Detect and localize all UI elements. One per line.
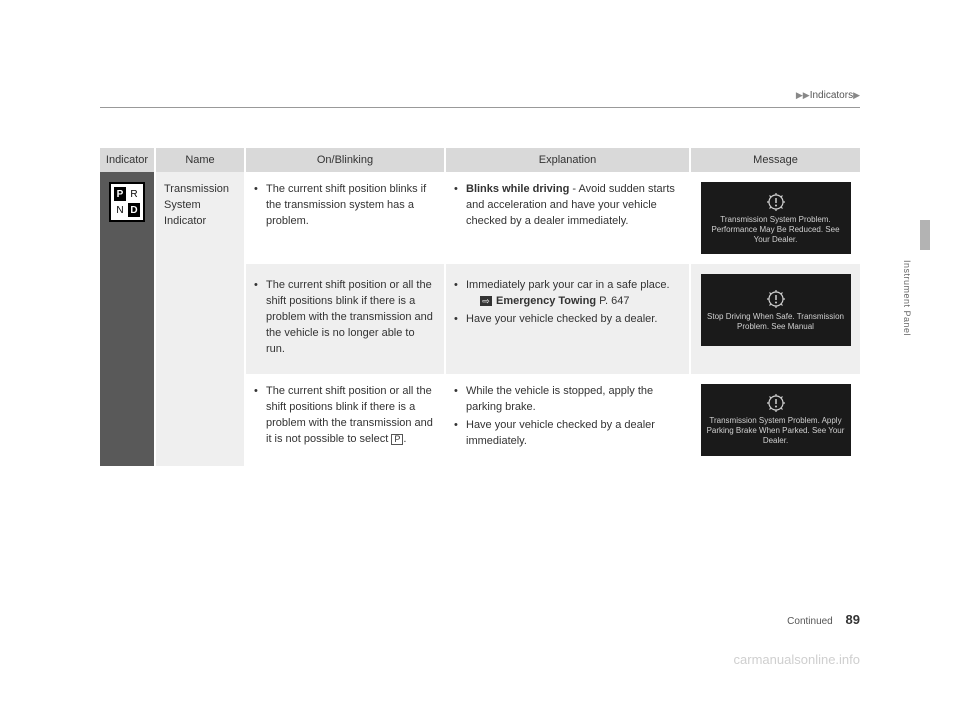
- gear-warning-icon: [766, 192, 786, 212]
- svg-text:P: P: [117, 189, 124, 200]
- message-cell: Stop Driving When Safe. Transmission Pro…: [690, 264, 860, 374]
- list-item: The current shift position or all the sh…: [254, 278, 436, 358]
- chevron-right-icon: ▶: [796, 90, 803, 100]
- indicator-icon-cell: P D R N: [100, 172, 155, 466]
- breadcrumb: ▶▶Indicators▶: [100, 90, 860, 108]
- list-item: Immediately park your car in a safe plac…: [454, 278, 681, 310]
- list-item: Have your vehicle checked by a dealer im…: [454, 418, 681, 450]
- reference-icon: ⇨: [480, 296, 492, 306]
- explanation-cell: Immediately park your car in a safe plac…: [445, 264, 690, 374]
- page-footer: Continued 89: [787, 612, 860, 627]
- text: The current shift position or all the sh…: [266, 385, 433, 445]
- svg-text:D: D: [130, 205, 137, 216]
- gear-warning-icon: [766, 289, 786, 309]
- message-cell: Transmission System Problem. Apply Parki…: [690, 374, 860, 466]
- col-onblinking: On/Blinking: [245, 148, 445, 172]
- page-content: ▶▶Indicators▶ Indicator Name On/Blinking…: [100, 90, 860, 466]
- onblinking-cell: The current shift position blinks if the…: [245, 172, 445, 264]
- reference-page: P. 647: [599, 295, 629, 307]
- list-item: The current shift position or all the sh…: [254, 384, 436, 448]
- col-indicator: Indicator: [100, 148, 155, 172]
- reference-title: Emergency Towing: [496, 295, 596, 307]
- table-row: P D R N Transmission System Indicator Th…: [100, 172, 860, 264]
- shift-position-icon: P D R N: [109, 182, 145, 222]
- chevron-right-icon: ▶: [803, 90, 810, 100]
- message-text: Stop Driving When Safe. Transmission Pro…: [705, 312, 847, 332]
- explanation-cell: Blinks while driving - Avoid sudden star…: [445, 172, 690, 264]
- continued-label: Continued: [787, 616, 833, 627]
- page-number: 89: [846, 612, 860, 627]
- watermark: carmanualsonline.info: [734, 652, 860, 667]
- explanation-cell: While the vehicle is stopped, apply the …: [445, 374, 690, 466]
- onblinking-cell: The current shift position or all the sh…: [245, 264, 445, 374]
- list-item: Have your vehicle checked by a dealer.: [454, 312, 681, 328]
- indicator-name-cell: Transmission System Indicator: [155, 172, 245, 466]
- message-card: Stop Driving When Safe. Transmission Pro…: [701, 274, 851, 346]
- message-card: Transmission System Problem. Apply Parki…: [701, 384, 851, 456]
- list-item: While the vehicle is stopped, apply the …: [454, 384, 681, 416]
- text: Immediately park your car in a safe plac…: [466, 279, 670, 291]
- svg-text:R: R: [130, 189, 137, 200]
- message-text: Transmission System Problem. Apply Parki…: [705, 416, 847, 446]
- bold-text: Blinks while driving: [466, 183, 569, 195]
- cross-reference: ⇨ Emergency Towing P. 647: [466, 294, 681, 310]
- shift-p-box: P: [391, 434, 403, 445]
- message-text: Transmission System Problem. Performance…: [705, 215, 847, 245]
- message-card: Transmission System Problem. Performance…: [701, 182, 851, 254]
- gear-warning-icon: [766, 393, 786, 413]
- thumb-tab: [920, 220, 930, 250]
- list-item: The current shift position blinks if the…: [254, 182, 436, 230]
- section-side-label: Instrument Panel: [902, 260, 912, 336]
- col-message: Message: [690, 148, 860, 172]
- message-cell: Transmission System Problem. Performance…: [690, 172, 860, 264]
- col-name: Name: [155, 148, 245, 172]
- col-explanation: Explanation: [445, 148, 690, 172]
- table-header-row: Indicator Name On/Blinking Explanation M…: [100, 148, 860, 172]
- list-item: Blinks while driving - Avoid sudden star…: [454, 182, 681, 230]
- svg-text:N: N: [116, 205, 123, 216]
- indicators-table: Indicator Name On/Blinking Explanation M…: [100, 148, 860, 466]
- breadcrumb-section: Indicators: [810, 90, 853, 101]
- text: .: [403, 433, 406, 445]
- chevron-right-icon: ▶: [853, 90, 860, 100]
- onblinking-cell: The current shift position or all the sh…: [245, 374, 445, 466]
